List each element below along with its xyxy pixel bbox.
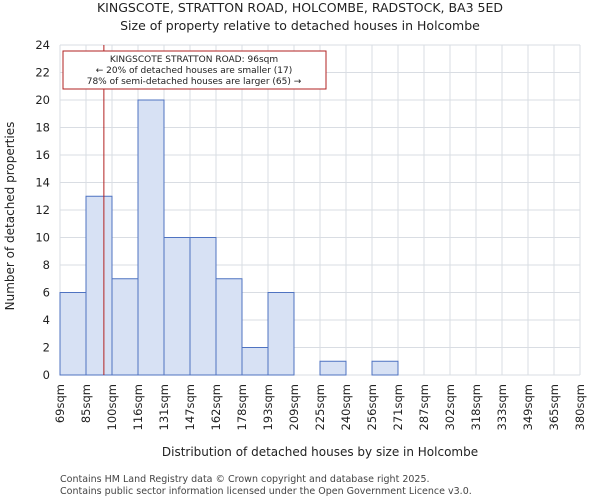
bar-69sqm [59,292,87,376]
y-tick-label: 2 [43,341,50,355]
x-tick-label: 333sqm [495,384,509,430]
x-tick-label: 240sqm [339,384,353,430]
annotation-box: KINGSCOTE STRATTON ROAD: 96sqm ← 20% of … [62,50,327,90]
footer-line-2: Contains public sector information licen… [60,486,472,497]
x-tick-labels: 69sqm 85sqm 100sqm 116sqm 131sqm 147sqm 162sqm… [53,384,587,430]
x-tick-label: 116sqm [131,384,145,430]
y-tick-label: 6 [43,286,50,300]
x-tick-label: 287sqm [417,384,431,430]
bar-131sqm [163,237,191,376]
x-tick-label: 69sqm [53,384,67,423]
bar-256sqm [371,360,399,376]
y-tick-label: 4 [43,313,50,327]
x-tick-label: 209sqm [287,384,301,430]
y-tick-label: 0 [43,368,50,382]
y-axis-label: Number of detached properties [3,122,17,311]
y-tick-label: 18 [35,121,50,135]
x-tick-label: 147sqm [183,384,197,430]
y-tick-label: 24 [35,38,50,52]
x-tick-label: 193sqm [261,384,275,430]
annotation-line-3: 78% of semi-detached houses are larger (… [87,77,302,87]
x-tick-label: 302sqm [443,384,457,430]
x-tick-label: 85sqm [79,384,93,423]
bar-100sqm [111,278,139,376]
chart-title: KINGSCOTE, STRATTON ROAD, HOLCOMBE, RADS… [97,0,503,15]
x-tick-label: 349sqm [521,384,535,430]
x-tick-label: 162sqm [209,384,223,430]
bar-178sqm [241,347,269,376]
annotation-line-2: ← 20% of detached houses are smaller (17… [96,66,293,76]
bar-116sqm [137,99,165,376]
annotation-frame [62,50,327,90]
y-tick-label: 20 [35,93,50,107]
bars-layer [59,99,399,376]
x-tick-label: 365sqm [547,384,561,430]
bar-147sqm [189,237,217,376]
y-tick-label: 14 [35,176,50,190]
x-tick-label: 178sqm [235,384,249,430]
x-axis-label: Distribution of detached houses by size … [162,445,478,459]
y-tick-label: 12 [35,203,50,217]
footer-line-1: Contains HM Land Registry data © Crown c… [60,474,430,485]
y-tick-label: 16 [35,148,50,162]
x-tick-label: 318sqm [469,384,483,430]
x-tick-label: 256sqm [365,384,379,430]
x-tick-label: 100sqm [105,384,119,430]
x-tick-label: 131sqm [157,384,171,430]
y-tick-label: 10 [35,231,50,245]
bar-85sqm [85,195,113,376]
y-tick-label: 8 [43,258,50,272]
x-tick-label: 225sqm [313,384,327,430]
annotation-line-1: KINGSCOTE STRATTON ROAD: 96sqm [110,55,278,65]
x-tick-label: 271sqm [391,384,405,430]
bar-193sqm [267,292,295,376]
bar-162sqm [215,278,243,376]
x-tick-label: 380sqm [573,384,587,430]
chart-subtitle: Size of property relative to detached ho… [120,18,480,33]
bar-225sqm [319,360,347,376]
y-tick-label: 22 [35,66,50,80]
